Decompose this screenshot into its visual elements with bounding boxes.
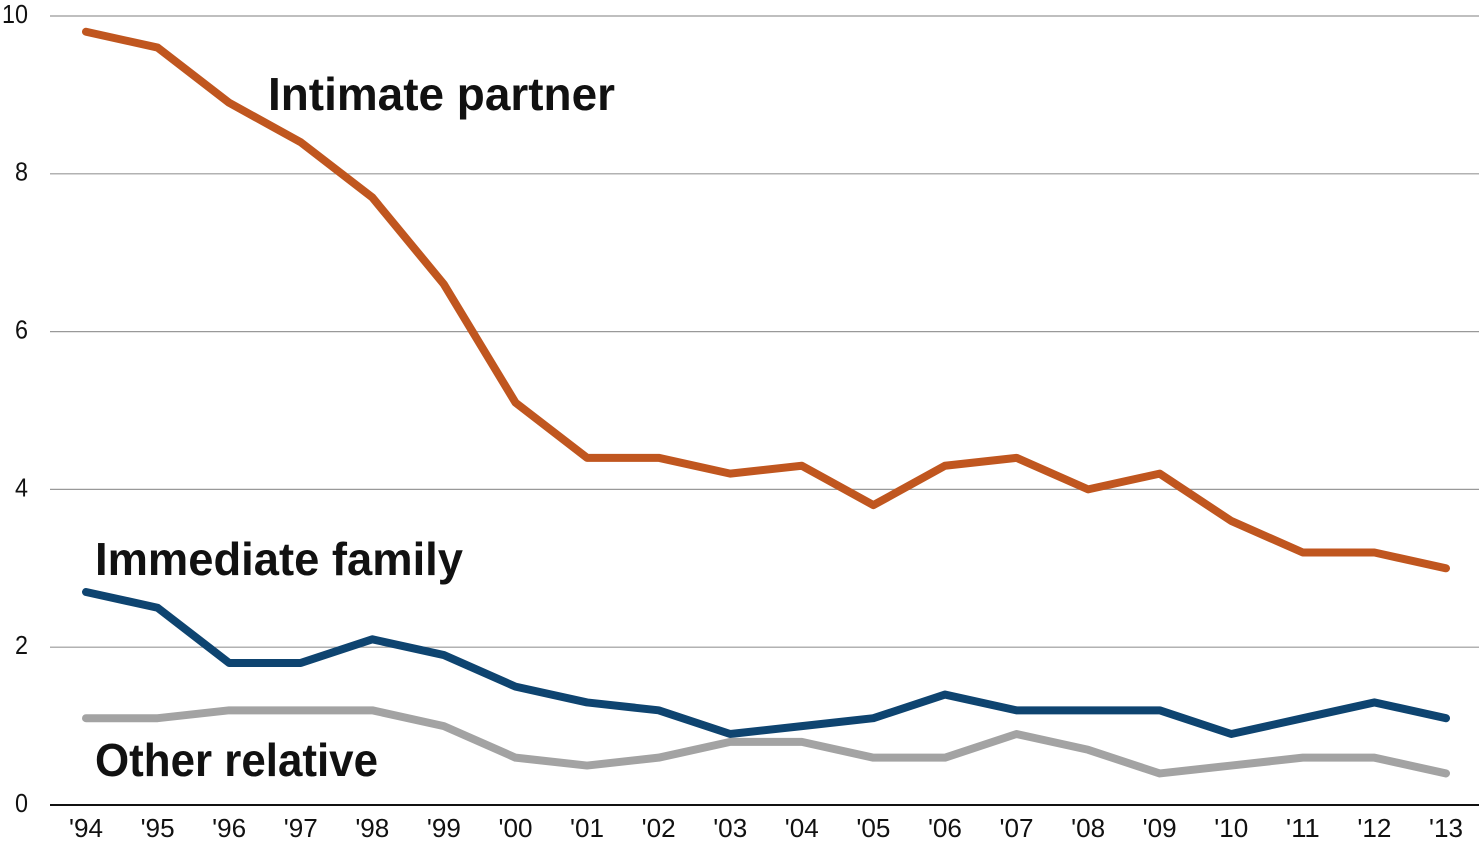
y-tick-label: 0 [15, 788, 28, 818]
x-tick-label: '03 [713, 813, 747, 843]
x-tick-label: '13 [1429, 813, 1463, 843]
y-tick-label: 8 [15, 157, 28, 187]
series-label: Immediate family [95, 533, 463, 585]
x-tick-label: '94 [69, 813, 103, 843]
series-line [82, 587, 1450, 738]
x-tick-label: '98 [355, 813, 389, 843]
x-tick-label: '12 [1357, 813, 1391, 843]
x-tick-label: '97 [284, 813, 318, 843]
x-tick-label: '06 [928, 813, 962, 843]
series-label: Other relative [95, 734, 378, 786]
series-line [82, 706, 1450, 778]
x-tick-label: '00 [498, 813, 532, 843]
x-tick-label: '95 [141, 813, 175, 843]
x-tick-label: '02 [642, 813, 676, 843]
x-tick-label: '11 [1286, 813, 1320, 843]
y-tick-label: 6 [15, 314, 28, 344]
x-tick-label: '09 [1143, 813, 1177, 843]
series-line [82, 27, 1450, 573]
x-tick-label: '10 [1214, 813, 1248, 843]
x-tick-label: '08 [1071, 813, 1105, 843]
x-tick-label: '07 [1000, 813, 1034, 843]
x-tick-label: '01 [570, 813, 604, 843]
x-tick-label: '96 [212, 813, 246, 843]
y-tick-label: 2 [15, 630, 28, 660]
series-label: Intimate partner [268, 68, 615, 120]
x-tick-label: '04 [785, 813, 819, 843]
y-tick-label: 4 [15, 472, 28, 502]
y-tick-label: 10 [2, 0, 28, 29]
x-tick-label: '05 [856, 813, 890, 843]
x-tick-label: '99 [427, 813, 461, 843]
